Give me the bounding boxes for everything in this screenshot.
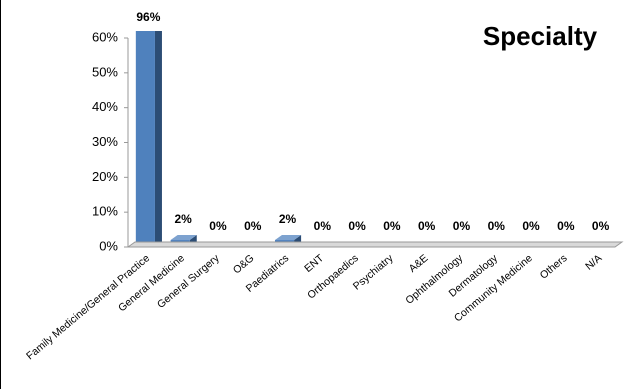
x-tick-label: General Surgery — [155, 252, 222, 311]
y-tick-label: 50% — [92, 64, 118, 79]
value-label: 0% — [557, 219, 575, 233]
y-tick-label: 30% — [92, 134, 118, 149]
x-tick-label: Others — [538, 252, 570, 281]
value-label: 2% — [279, 212, 297, 226]
value-label: 2% — [175, 212, 193, 226]
value-label: 0% — [522, 219, 540, 233]
value-label: 0% — [488, 219, 506, 233]
value-label: 0% — [314, 219, 332, 233]
y-tick-label: 60% — [92, 29, 118, 44]
x-tick-label: A&E — [407, 252, 431, 275]
bar-group — [135, 31, 162, 247]
x-tick-label: N/A — [583, 252, 604, 272]
y-tick-label: 10% — [92, 204, 118, 219]
value-label: 0% — [244, 219, 262, 233]
x-tick-label: ENT — [302, 252, 326, 275]
value-label: 0% — [592, 219, 610, 233]
y-tick-label: 0% — [99, 238, 118, 253]
floor — [126, 241, 624, 248]
bar-top — [170, 235, 197, 241]
value-label: 0% — [348, 219, 366, 233]
value-label: 0% — [453, 219, 471, 233]
y-tick-label: 40% — [92, 99, 118, 114]
value-label: 0% — [418, 219, 436, 233]
x-tick-label: Family Medicine/General Practice — [24, 252, 152, 362]
value-label: 0% — [383, 219, 401, 233]
bar-top — [274, 235, 302, 241]
value-label: 0% — [209, 219, 227, 233]
bar-side — [154, 31, 162, 247]
y-tick-label: 20% — [92, 169, 118, 184]
x-tick-label: O&G — [231, 252, 257, 276]
chart-title: Specialty — [483, 21, 598, 51]
value-label: 96% — [136, 10, 160, 24]
bar — [135, 31, 155, 247]
